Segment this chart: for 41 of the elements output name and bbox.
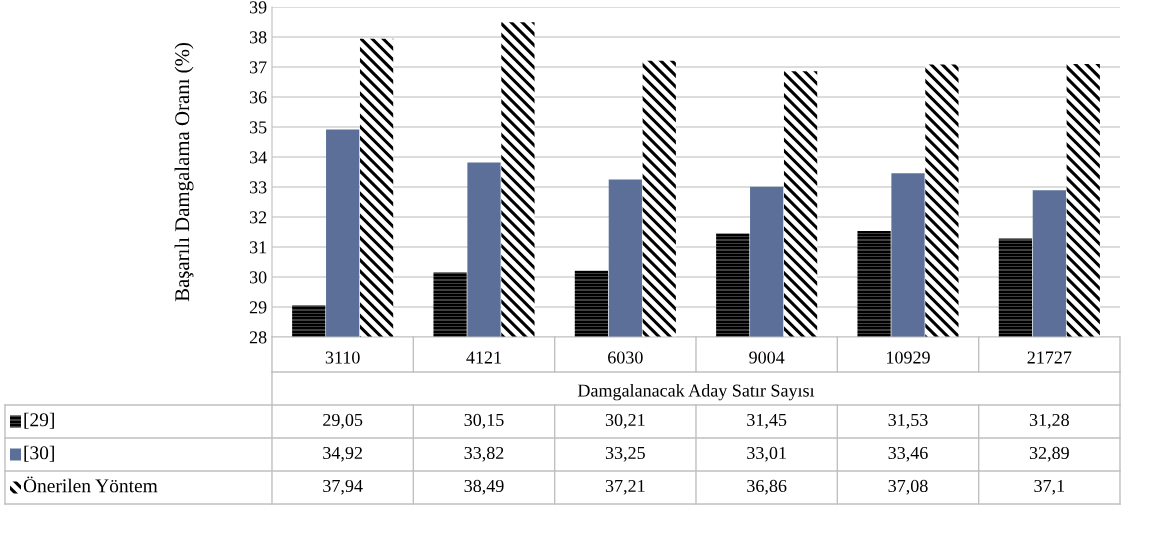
x-tick-label: 3110 bbox=[325, 351, 360, 364]
data-label: 34,92 bbox=[323, 446, 362, 462]
data-label: 32,89 bbox=[1029, 446, 1069, 462]
data-label: 37,94 bbox=[323, 479, 363, 495]
y-tick-label: 32 bbox=[249, 211, 267, 224]
x-tick-label: 9004 bbox=[749, 351, 785, 364]
y-tick-label: 28 bbox=[249, 331, 267, 344]
data-label: 31,28 bbox=[1029, 413, 1069, 429]
data-label: 37,1 bbox=[1034, 479, 1065, 495]
y-tick-label: 31 bbox=[249, 241, 267, 254]
legend-label: Önerilen Yöntem bbox=[23, 476, 158, 493]
y-tick-label: 34 bbox=[249, 151, 267, 164]
legend-label: [30] bbox=[24, 445, 54, 462]
y-tick-label: 36 bbox=[249, 91, 267, 104]
x-axis-title: Damgalanacak Aday Satır Sayısı bbox=[577, 383, 815, 401]
data-label: 29,05 bbox=[323, 413, 363, 429]
y-tick-label: 37 bbox=[249, 61, 267, 74]
x-tick-label: 10929 bbox=[887, 351, 930, 364]
data-label: 33,46 bbox=[888, 446, 928, 462]
data-label: 30,21 bbox=[605, 413, 645, 429]
data-label: 33,01 bbox=[747, 446, 786, 462]
data-label: 33,82 bbox=[464, 446, 504, 462]
x-tick-label: 21727 bbox=[1027, 351, 1072, 364]
y-tick-label: 30 bbox=[249, 271, 267, 284]
y-tick-label: 29 bbox=[249, 301, 267, 314]
data-label: 30,15 bbox=[464, 413, 504, 429]
data-label: 37,21 bbox=[605, 479, 645, 495]
y-axis-title: Başarılı Damgalama Oranı (%) bbox=[174, 43, 194, 302]
x-tick-label: 4121 bbox=[466, 351, 501, 364]
legend-label: [29] bbox=[24, 412, 54, 429]
data-label: 37,08 bbox=[888, 479, 928, 495]
data-label: 31,53 bbox=[888, 413, 928, 429]
y-tick-label: 35 bbox=[249, 121, 267, 134]
y-tick-label: 38 bbox=[249, 31, 267, 44]
data-label: 33,25 bbox=[605, 446, 645, 462]
data-label: 36,86 bbox=[747, 479, 787, 495]
data-label: 38,49 bbox=[464, 479, 504, 495]
y-tick-label: 39 bbox=[249, 1, 267, 14]
x-tick-label: 6030 bbox=[608, 351, 643, 364]
data-label: 31,45 bbox=[747, 413, 787, 429]
y-tick-label: 33 bbox=[249, 181, 267, 194]
